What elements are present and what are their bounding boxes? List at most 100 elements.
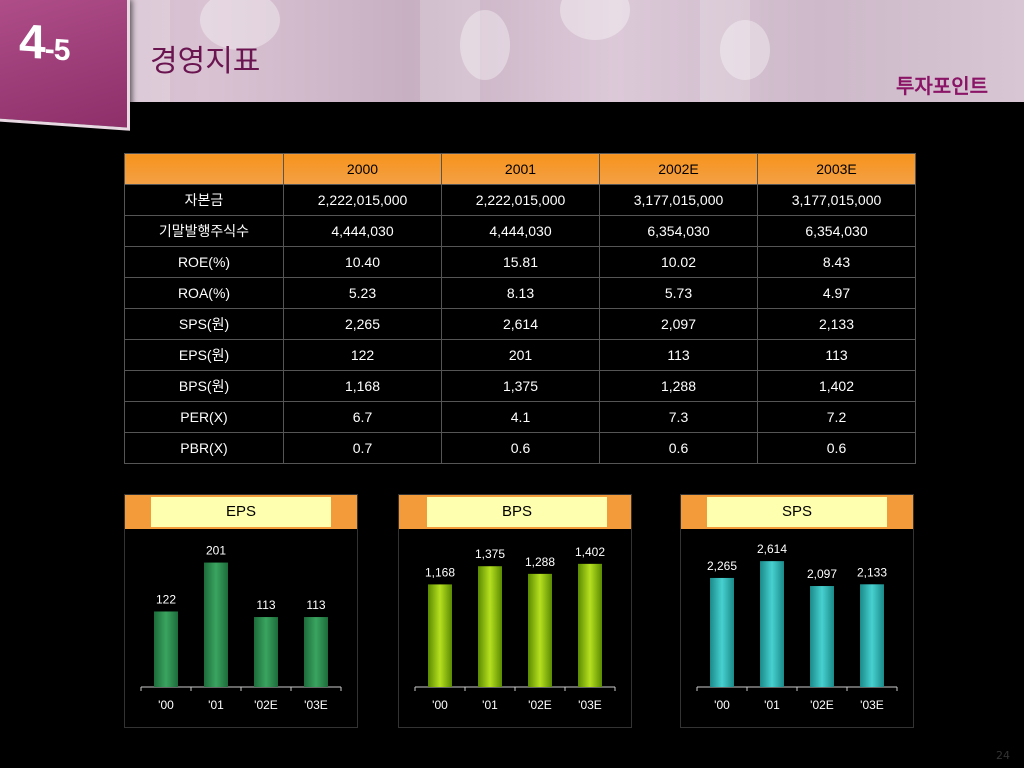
bar-bps-3: [578, 563, 602, 687]
column-header: 2002E: [599, 153, 758, 185]
data-label: 122: [156, 592, 176, 606]
table-row: EPS(원) 122 201 113 113: [124, 339, 916, 371]
table-cell: 5.23: [283, 277, 442, 309]
eps-chart-panel: EPS 122 '00 201 '01 113 '02E 113 '03E: [124, 494, 358, 728]
page-number: 24: [996, 749, 1010, 762]
table-cell: 113: [599, 339, 758, 371]
data-label: 1,402: [575, 545, 605, 559]
bps-chart: 1,168 '00 1,375 '01 1,288 '02E 1,402 '03E: [414, 545, 616, 712]
table-cell: 2,265: [283, 308, 442, 340]
table-cell: 4.97: [757, 277, 916, 309]
bar-eps-0: [154, 611, 178, 687]
row-label: EPS(원): [124, 339, 284, 371]
column-header: 2000: [283, 153, 442, 185]
banner-decoration: [560, 0, 630, 40]
bar-sps-0: [710, 577, 734, 687]
section-subtitle: 투자포인트: [896, 74, 988, 98]
row-label: PER(X): [124, 401, 284, 433]
table-cell: 1,288: [599, 370, 758, 402]
bar-sps-2: [810, 586, 834, 687]
category-label: '03E: [578, 698, 602, 712]
section-number: 4-5: [19, 14, 69, 73]
sps-chart: 2,265 '00 2,614 '01 2,097 '02E 2,133 '03E: [696, 542, 898, 712]
bar-bps-1: [478, 566, 502, 687]
sps-chart-header: SPS: [681, 495, 913, 529]
table-cell: 4,444,030: [283, 215, 442, 247]
table-cell: 10.02: [599, 246, 758, 278]
table-cell: 0.7: [283, 432, 442, 464]
data-label: 201: [206, 544, 226, 558]
bps-chart-header: BPS: [399, 495, 631, 529]
bps-chart-title: BPS: [427, 497, 607, 527]
data-label: 2,614: [757, 542, 787, 556]
table-cell: 0.6: [757, 432, 916, 464]
row-label: ROE(%): [124, 246, 284, 278]
table-cell: 2,097: [599, 308, 758, 340]
table-cell: 113: [757, 339, 916, 371]
section-major: 4: [19, 14, 45, 70]
table-cell: 1,402: [757, 370, 916, 402]
sps-chart-panel: SPS 2,265 '00 2,614 '01 2,097 '02E 2,133 '03E: [680, 494, 914, 728]
banner-decoration: [720, 20, 770, 80]
row-label: 기말발행주식수: [124, 215, 284, 247]
page-title: 경영지표: [150, 44, 261, 79]
eps-chart: 122 '00 201 '01 113 '02E 113 '03E: [140, 544, 342, 712]
table-row: ROE(%) 10.40 15.81 10.02 8.43: [124, 246, 916, 278]
data-label: 113: [256, 598, 275, 612]
table-cell: 7.3: [599, 401, 758, 433]
category-label: '02E: [254, 698, 278, 712]
table-cell: 0.6: [441, 432, 600, 464]
data-label: 2,265: [707, 559, 737, 573]
table-row: PBR(X) 0.7 0.6 0.6 0.6: [124, 432, 916, 464]
category-label: '00: [432, 698, 448, 712]
table-row: 자본금 2,222,015,000 2,222,015,000 3,177,015,0…: [124, 184, 916, 216]
table-cell: 5.73: [599, 277, 758, 309]
table-cell: 2,222,015,000: [441, 184, 600, 216]
category-label: '03E: [304, 698, 328, 712]
data-label: 2,097: [807, 567, 837, 581]
bar-bps-2: [528, 573, 552, 687]
table-cell: 122: [283, 339, 442, 371]
category-label: '01: [208, 698, 224, 712]
banner-stripe: [420, 0, 480, 102]
data-label: 113: [306, 598, 325, 612]
header-banner: 경영지표 투자포인트: [0, 0, 1024, 102]
eps-chart-header: EPS: [125, 495, 357, 529]
row-label: BPS(원): [124, 370, 284, 402]
sps-chart-title: SPS: [707, 497, 887, 527]
bar-sps-3: [860, 584, 884, 687]
table-cell: 7.2: [757, 401, 916, 433]
category-label: '00: [158, 698, 174, 712]
category-label: '02E: [810, 698, 834, 712]
table-cell: 2,222,015,000: [283, 184, 442, 216]
row-label: ROA(%): [124, 277, 284, 309]
category-label: '01: [482, 698, 498, 712]
table-cell: 2,614: [441, 308, 600, 340]
data-label: 1,168: [425, 565, 455, 579]
table-cell: 8.13: [441, 277, 600, 309]
banner-stripe: [130, 0, 170, 102]
category-label: '03E: [860, 698, 884, 712]
table-cell: 3,177,015,000: [599, 184, 758, 216]
table-cell: 1,168: [283, 370, 442, 402]
table-cell: 2,133: [757, 308, 916, 340]
category-label: '00: [714, 698, 730, 712]
row-label: SPS(원): [124, 308, 284, 340]
table-row: PER(X) 6.7 4.1 7.3 7.2: [124, 401, 916, 433]
banner-decoration: [200, 0, 280, 50]
row-label: PBR(X): [124, 432, 284, 464]
bar-eps-1: [204, 562, 228, 687]
table-cell: 3,177,015,000: [757, 184, 916, 216]
banner-stripe: [700, 0, 750, 102]
table-corner-cell: [124, 153, 284, 185]
bps-chart-panel: BPS 1,168 '00 1,375 '01 1,288 '02E 1,402 '03E: [398, 494, 632, 728]
table-cell: 0.6: [599, 432, 758, 464]
section-minor: -5: [44, 32, 70, 68]
table-row: 기말발행주식수 4,444,030 4,444,030 6,354,030 6,354,…: [124, 215, 916, 247]
category-label: '01: [764, 698, 780, 712]
table-header-row: 2000 2001 2002E 2003E: [124, 153, 916, 185]
table-cell: 1,375: [441, 370, 600, 402]
table-cell: 6,354,030: [757, 215, 916, 247]
category-label: '02E: [528, 698, 552, 712]
table-cell: 4,444,030: [441, 215, 600, 247]
